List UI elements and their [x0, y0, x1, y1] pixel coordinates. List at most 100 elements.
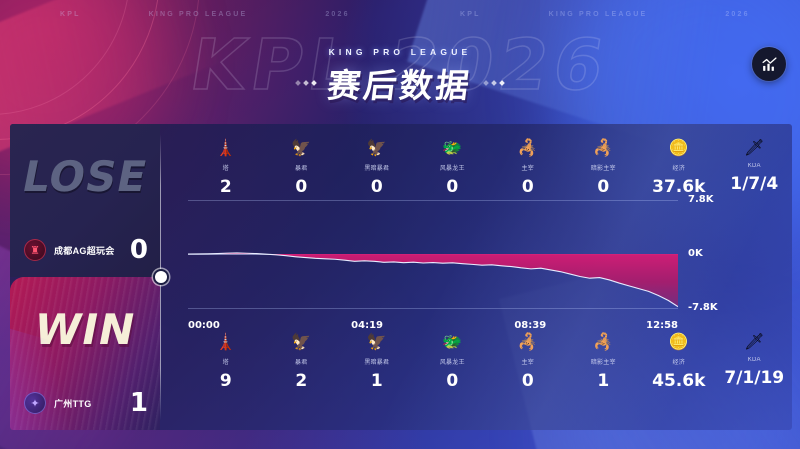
stat-cell-kda: 🗡 KDA 7/1/19 — [717, 332, 793, 391]
stat-cell-storm_dragon: 🐲 风暴龙王 0 — [415, 138, 491, 198]
stat-value-storm_dragon: 0 — [446, 371, 459, 391]
y-tick-zero: 0K — [688, 248, 703, 259]
watermark-group: KPL KING PRO LEAGUE 2026 — [0, 11, 400, 18]
x-tick-2: 08:39 — [514, 320, 547, 331]
stat-value-dark_tyrant: 0 — [370, 177, 383, 197]
stat-cell-gold: 🪙 经济 45.6k — [641, 332, 717, 392]
storm-dragon-icon: 🐲 — [442, 334, 463, 351]
winning-team-row: ✦ 广州TTG 1 — [24, 390, 148, 416]
stat-label-storm_dragon: 风暴龙王 — [439, 166, 465, 172]
stat-value-gold: 45.6k — [652, 371, 706, 391]
watermark-league: KING PRO LEAGUE — [548, 10, 648, 18]
gridline-bottom — [188, 308, 678, 309]
stat-cell-overlord: 🦂 主宰 0 — [490, 332, 566, 392]
watermark-strip: KPL KING PRO LEAGUE 2026 KPL KING PRO LE… — [0, 0, 800, 28]
watermark-league: KING PRO LEAGUE — [148, 10, 248, 18]
gold-coin-icon: 🪙 — [668, 140, 689, 157]
team-logo-ttg-icon: ✦ — [24, 392, 46, 414]
gridline-top — [188, 200, 678, 201]
stats-row-losing-team: 🗼 塔 2 🦅 暴君 0 🦅 黑暗暴君 0 🐲 风暴龙王 0 🦂 主宰 0 🦂 暗影主宰 0 🪙 经济 37.6k 🗡 KD… — [188, 138, 793, 198]
winning-team-card[interactable]: WIN ✦ 广州TTG 1 — [10, 277, 160, 430]
stat-value-shadow_lord: 0 — [597, 177, 610, 197]
lose-label: LOSE — [18, 152, 152, 201]
stat-label-tyrant: 暴君 — [295, 166, 308, 172]
stat-label-tyrant: 暴君 — [295, 360, 308, 366]
stat-label-kda: KDA — [747, 163, 761, 169]
y-tick-bottom: -7.8K — [688, 302, 718, 313]
stat-value-kda: 1/7/4 — [730, 174, 779, 194]
stat-cell-tyrant: 🦅 暴君 0 — [264, 138, 340, 198]
winning-team-name: 广州TTG — [54, 398, 92, 409]
divider-center-dot — [154, 271, 167, 283]
stat-value-tower: 9 — [219, 371, 232, 391]
dark-tyrant-icon: 🦅 — [366, 140, 387, 157]
stat-value-dark_tyrant: 1 — [370, 371, 383, 391]
losing-team-score: 0 — [129, 235, 148, 265]
stat-label-overlord: 主宰 — [521, 166, 534, 172]
stat-label-tower: 塔 — [222, 166, 229, 172]
win-label: WIN — [30, 305, 140, 354]
league-subtitle: KING PRO LEAGUE — [328, 47, 472, 57]
chart-area-series — [188, 252, 678, 308]
stat-cell-tower: 🗼 塔 2 — [188, 138, 264, 198]
shadow-overlord-icon: 🦂 — [593, 140, 614, 157]
stat-cell-dark_tyrant: 🦅 黑暗暴君 0 — [339, 138, 415, 198]
chart-x-axis: 00:00 04:19 08:39 12:58 — [188, 320, 678, 332]
losing-team-name: 成都AG超玩会 — [54, 245, 115, 256]
x-tick-1: 04:19 — [351, 320, 383, 331]
gold-difference-chart: 7.8K 0K -7.8K — [188, 194, 792, 328]
watermark-year: 2026 — [725, 10, 750, 18]
stat-cell-tower: 🗼 塔 9 — [188, 332, 264, 392]
stat-label-shadow_lord: 暗影主宰 — [590, 360, 616, 366]
shadow-overlord-icon: 🦂 — [593, 334, 614, 351]
x-tick-3: 12:58 — [646, 320, 678, 331]
stat-value-shadow_lord: 1 — [597, 371, 610, 391]
watermark-kpl: KPL — [460, 10, 481, 18]
stat-value-overlord: 0 — [521, 371, 534, 391]
gold-coin-icon: 🪙 — [668, 334, 689, 351]
winning-team-score: 1 — [129, 388, 148, 418]
stat-value-storm_dragon: 0 — [446, 177, 459, 197]
tower-icon: 🗼 — [215, 334, 236, 351]
x-tick-0: 00:00 — [188, 320, 220, 331]
stat-cell-tyrant: 🦅 暴君 2 — [264, 332, 340, 392]
watermark-group: KPL KING PRO LEAGUE 2026 — [400, 11, 800, 18]
stat-cell-shadow_lord: 🦂 暗影主宰 1 — [566, 332, 642, 392]
tyrant-icon: 🦅 — [291, 334, 312, 351]
losing-team-card[interactable]: LOSE ♜ 成都AG超玩会 0 — [10, 124, 160, 277]
watermark-year: 2026 — [325, 10, 350, 18]
page-title: 赛后数据 — [325, 66, 475, 105]
stat-value-tyrant: 0 — [295, 177, 308, 197]
header: KPL 2026 KING PRO LEAGUE 赛后数据 — [0, 16, 800, 110]
overlord-icon: 🦂 — [517, 334, 538, 351]
analytics-chart-button[interactable] — [752, 47, 786, 81]
overlord-icon: 🦂 — [517, 140, 538, 157]
watermark-kpl: KPL — [60, 10, 81, 18]
stat-cell-kda: 🗡 KDA 1/7/4 — [717, 138, 793, 197]
stats-panel: LOSE ♜ 成都AG超玩会 0 WIN ✦ 广州TTG 1 🗼 塔 2 🦅 暴君 0 🦅 黑… — [10, 124, 792, 430]
chart-plot-area — [188, 200, 678, 309]
stat-cell-shadow_lord: 🦂 暗影主宰 0 — [566, 138, 642, 198]
diamond-dots-left-icon — [295, 80, 317, 86]
losing-team-row: ♜ 成都AG超玩会 0 — [24, 237, 148, 263]
stat-label-overlord: 主宰 — [521, 360, 534, 366]
kda-sword-icon: 🗡 — [744, 334, 765, 351]
stat-value-gold: 37.6k — [652, 177, 706, 197]
title-row: 赛后数据 — [295, 59, 505, 107]
dark-tyrant-icon: 🦅 — [366, 334, 387, 351]
stat-cell-overlord: 🦂 主宰 0 — [490, 138, 566, 198]
stat-label-tower: 塔 — [222, 360, 229, 366]
stat-label-shadow_lord: 暗影主宰 — [590, 166, 616, 172]
stat-value-kda: 7/1/19 — [724, 368, 785, 388]
stat-label-gold: 经济 — [672, 360, 685, 366]
results-column: LOSE ♜ 成都AG超玩会 0 WIN ✦ 广州TTG 1 — [10, 124, 160, 430]
tower-icon: 🗼 — [215, 140, 236, 157]
stat-label-gold: 经济 — [672, 166, 685, 172]
tyrant-icon: 🦅 — [291, 140, 312, 157]
analytics-chart-icon — [761, 56, 777, 71]
stat-cell-dark_tyrant: 🦅 黑暗暴君 1 — [339, 332, 415, 392]
stat-value-overlord: 0 — [521, 177, 534, 197]
y-tick-top: 7.8K — [688, 194, 714, 205]
storm-dragon-icon: 🐲 — [442, 140, 463, 157]
